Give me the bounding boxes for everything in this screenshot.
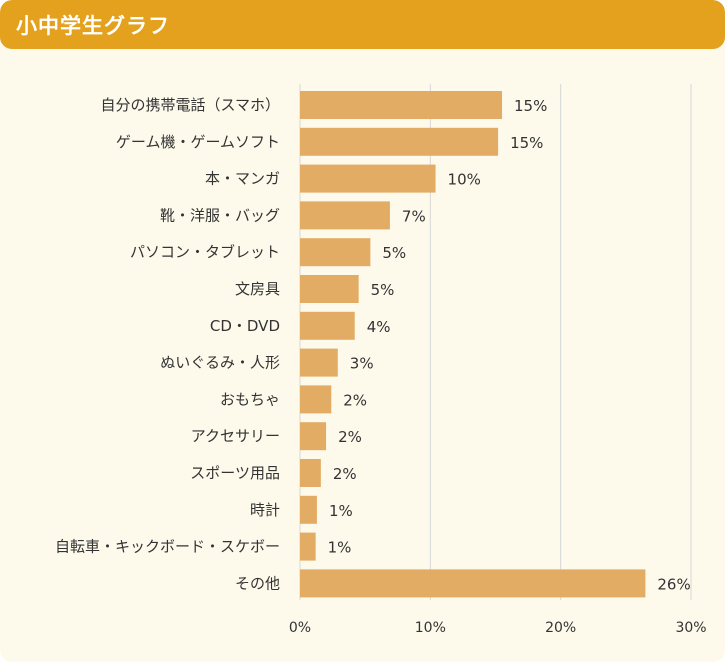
bar <box>300 164 436 193</box>
data-label: 5% <box>382 244 406 262</box>
category-label: 自分の携帯電話（スマホ） <box>100 96 280 114</box>
x-tick-label: 0% <box>289 620 311 636</box>
category-label: CD・DVD <box>210 317 280 335</box>
bar <box>300 238 371 267</box>
data-label: 26% <box>657 575 690 593</box>
bar <box>300 385 332 414</box>
bar <box>300 348 338 377</box>
category-label: アクセサリー <box>191 427 280 445</box>
category-label: 時計 <box>250 501 280 519</box>
bar <box>300 532 316 561</box>
category-label: ぬいぐるみ・人形 <box>160 354 280 372</box>
header-bar: 小中学生グラフ <box>0 0 725 49</box>
bar <box>300 311 355 340</box>
data-label: 2% <box>333 465 357 483</box>
data-label: 2% <box>343 391 367 409</box>
x-tick-label: 20% <box>545 620 576 636</box>
category-label: その他 <box>235 574 280 592</box>
data-label: 1% <box>328 539 352 557</box>
category-label: 文房具 <box>235 280 280 298</box>
data-label: 1% <box>329 502 353 520</box>
data-label: 10% <box>448 171 481 189</box>
category-label: 自転車・キックボード・スケボー <box>55 538 280 556</box>
category-label: ゲーム機・ゲームソフト <box>116 133 280 151</box>
data-label: 4% <box>367 318 391 336</box>
bar <box>300 91 503 119</box>
page-title: 小中学生グラフ <box>16 14 170 38</box>
bar <box>300 201 390 230</box>
bar <box>300 127 499 156</box>
data-label: 15% <box>514 97 547 115</box>
data-label: 5% <box>371 281 395 299</box>
x-tick-label: 30% <box>675 620 706 636</box>
bar <box>300 275 359 303</box>
bar <box>300 422 327 451</box>
category-label: 靴・洋服・バッグ <box>160 206 280 224</box>
x-tick-label: 10% <box>415 620 446 636</box>
data-label: 7% <box>402 207 426 225</box>
bar <box>300 495 317 524</box>
category-label: おもちゃ <box>220 390 280 408</box>
bar <box>300 459 321 487</box>
data-label: 2% <box>338 428 362 446</box>
data-label: 3% <box>350 355 374 373</box>
category-label: パソコン・タブレット <box>130 243 280 261</box>
data-label: 15% <box>510 134 543 152</box>
category-label: スポーツ用品 <box>190 464 280 482</box>
bar <box>300 569 646 598</box>
category-label: 本・マンガ <box>205 170 280 188</box>
